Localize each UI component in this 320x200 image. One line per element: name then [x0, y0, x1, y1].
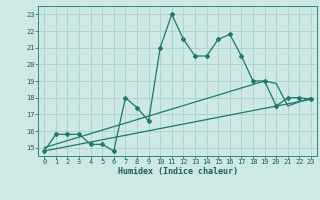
X-axis label: Humidex (Indice chaleur): Humidex (Indice chaleur): [118, 167, 238, 176]
